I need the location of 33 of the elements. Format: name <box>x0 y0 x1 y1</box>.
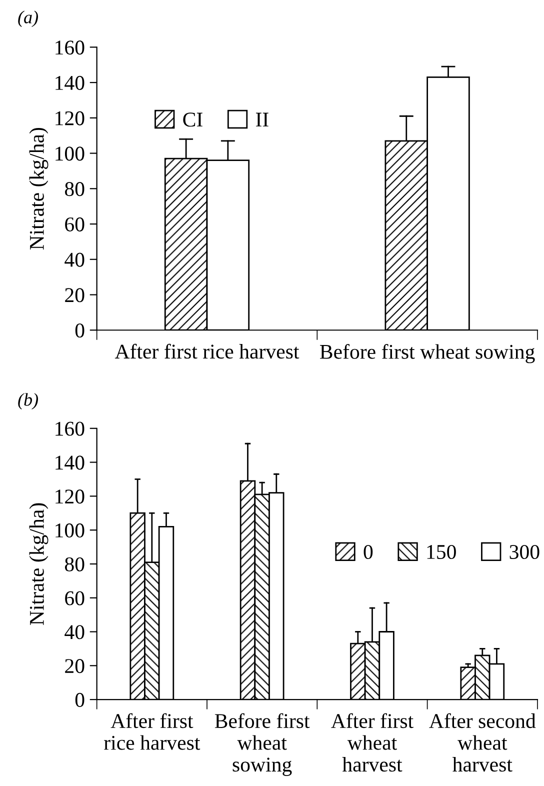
y-tick-label: 80 <box>64 557 84 572</box>
y-tick-label: 20 <box>65 288 84 302</box>
y-tick-label: 60 <box>65 591 84 606</box>
y-tick-label: 0 <box>75 323 84 338</box>
legend-label: CI <box>183 112 202 127</box>
y-tick-label: 20 <box>65 659 84 674</box>
x-tick-label: After second wheat harvest <box>429 713 536 772</box>
chart-title: (b) <box>18 393 38 410</box>
legend-label: II <box>256 112 268 126</box>
legend-label: 300 <box>510 544 540 560</box>
y-tick-label: 40 <box>64 252 84 267</box>
legend-label: 0 <box>364 544 373 560</box>
y-tick-label: 120 <box>56 111 84 126</box>
x-tick-label: After first rice harvest <box>104 713 200 750</box>
chart-title: (a) <box>18 10 38 28</box>
x-tick-label: After first wheat harvest <box>331 713 414 772</box>
y-tick-label: 100 <box>56 146 84 161</box>
x-tick-label: Before first wheat sowing <box>320 344 535 364</box>
x-tick-label: Before first wheat sowing <box>214 713 310 776</box>
y-tick-label: 100 <box>56 523 84 538</box>
y-tick-label: 40 <box>64 625 84 640</box>
y-tick-label: 140 <box>56 456 84 470</box>
y-tick-label: 160 <box>56 40 84 55</box>
y-tick-label: 140 <box>56 76 84 90</box>
y-tick-label: 80 <box>64 182 84 196</box>
y-tick-label: 0 <box>75 692 84 707</box>
x-tick-label: After first rice harvest <box>114 344 300 359</box>
legend-label: 150 <box>427 544 456 560</box>
y-tick-label: 120 <box>56 490 84 504</box>
y-axis-title: Nitrate (kg/ha) <box>29 128 48 250</box>
y-tick-label: 60 <box>65 217 84 232</box>
y-axis-title: Nitrate (kg/ha) <box>29 503 48 625</box>
y-tick-label: 160 <box>56 422 84 436</box>
